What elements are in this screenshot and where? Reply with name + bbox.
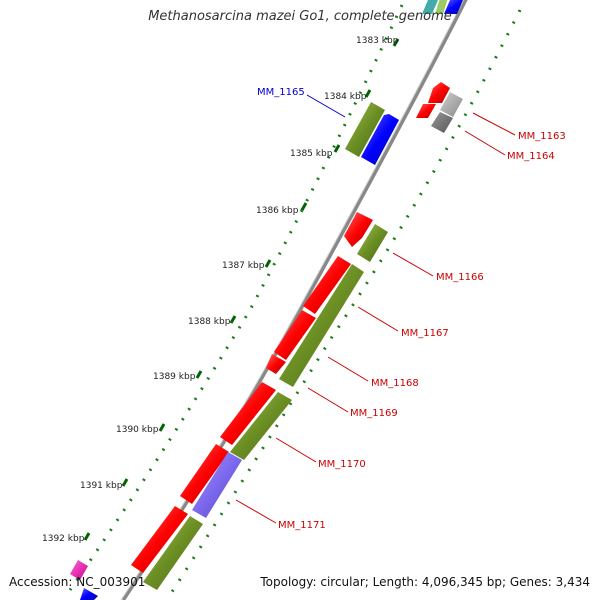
cds-mm-1163[interactable] <box>428 82 450 103</box>
cds-mm-1167-olive[interactable] <box>279 264 364 387</box>
gene-label-mm-1171[interactable]: MM_1171 <box>278 520 326 531</box>
tick-label: 1392 kbp <box>42 534 85 544</box>
tick-label: 1384 kbp <box>324 92 367 102</box>
tick-label: 1385 kbp <box>290 149 333 159</box>
map-title: Methanosarcina mazei Go1, complete genom… <box>148 9 452 24</box>
cds-mm-1165[interactable] <box>361 114 399 165</box>
gene-label-mm-1169[interactable]: MM_1169 <box>350 408 398 419</box>
cds-lower-olive[interactable] <box>143 516 203 590</box>
cds-mm-1166[interactable] <box>344 212 373 247</box>
gene-label-mm-1164[interactable]: MM_1164 <box>507 151 555 162</box>
tick-labels: 1383 kbp 1384 kbp 1385 kbp 1386 kbp 1387… <box>42 36 399 544</box>
tick-label: 1386 kbp <box>256 206 299 216</box>
gene-label-mm-1166[interactable]: MM_1166 <box>436 272 484 283</box>
cds-mm-1168[interactable] <box>274 310 316 360</box>
cds-mm-1164b[interactable] <box>431 112 453 133</box>
tick-marks <box>83 38 400 541</box>
genome-backbone-highlight <box>120 0 465 600</box>
cds-lower-red[interactable] <box>131 506 188 573</box>
cds-mm-1167[interactable] <box>303 256 351 314</box>
genome-backbone <box>121 0 468 600</box>
accession-label: Accession: NC_003901 <box>9 575 146 589</box>
cds-mm-1171[interactable] <box>192 452 242 518</box>
tick-label: 1389 kbp <box>153 372 196 382</box>
leader-lines <box>235 94 516 524</box>
tick-label: 1383 kbp <box>356 36 399 46</box>
cds-mm-1165-olive[interactable] <box>345 102 385 157</box>
cds-mm-1164[interactable] <box>440 92 463 117</box>
gene-labels: MM_1163 MM_1164 MM_1165 MM_1166 MM_1167 … <box>257 87 566 531</box>
tick-label: 1387 kbp <box>222 261 265 271</box>
tick-label: 1391 kbp <box>80 481 123 491</box>
gene-label-mm-1168[interactable]: MM_1168 <box>371 378 419 389</box>
tick-label: 1388 kbp <box>188 317 231 327</box>
gene-label-mm-1167[interactable]: MM_1167 <box>401 328 449 339</box>
topology-summary: Topology: circular; Length: 4,096,345 bp… <box>260 575 590 589</box>
outer-dotted-track <box>168 9 522 596</box>
cds-mm-1169-olive[interactable] <box>230 392 292 460</box>
cds-mm-1166-olive[interactable] <box>357 224 388 262</box>
cds-mm-1163b[interactable] <box>416 104 436 118</box>
gene-label-mm-1165[interactable]: MM_1165 <box>257 87 305 98</box>
gene-label-mm-1163[interactable]: MM_1163 <box>518 131 566 142</box>
gene-features <box>131 82 463 590</box>
top-edge-features <box>422 0 463 14</box>
gene-label-mm-1170[interactable]: MM_1170 <box>318 459 366 470</box>
bottom-edge-features <box>70 560 98 600</box>
cds-mm-1168-small[interactable] <box>266 354 286 374</box>
tick-label: 1390 kbp <box>116 425 159 435</box>
cds-mm-1170[interactable] <box>180 444 229 504</box>
cds-mm-1169[interactable] <box>220 382 276 445</box>
